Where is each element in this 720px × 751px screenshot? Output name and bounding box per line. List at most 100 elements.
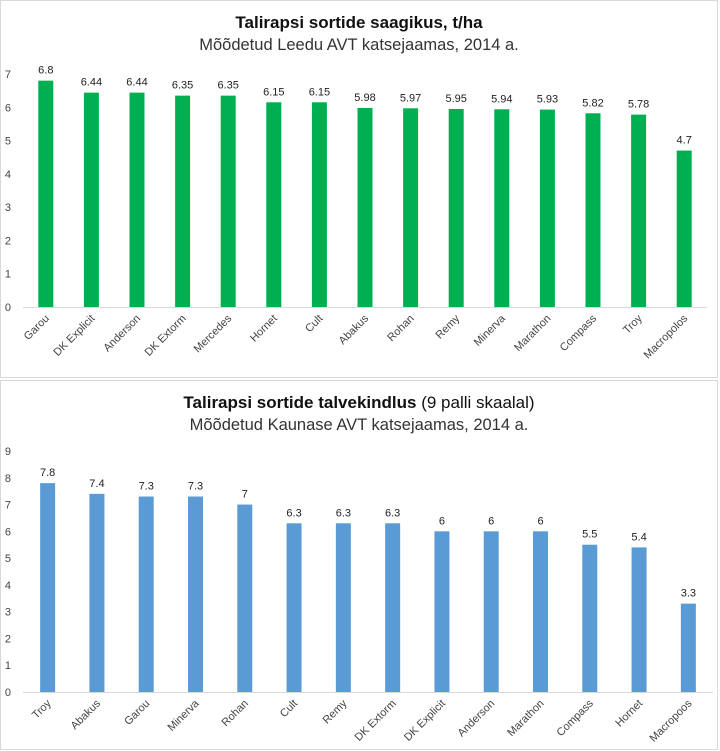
bar xyxy=(631,547,647,692)
chart-subtitle: Mõõdetud Kaunase AVT katsejaamas, 2014 a… xyxy=(189,416,529,434)
bar xyxy=(680,603,696,692)
category-label: Remy xyxy=(434,312,463,341)
bar xyxy=(539,109,555,307)
category-label: Garou xyxy=(22,313,52,343)
y-tick-label: 6 xyxy=(5,102,11,114)
category-label: Marathon xyxy=(512,313,553,354)
bar xyxy=(38,80,54,308)
category-label: DK Explicit xyxy=(402,698,448,744)
chart-title: Talirapsi sortide talvekindlus (9 palli … xyxy=(1,393,717,413)
data-label: 5.94 xyxy=(491,93,512,105)
bar xyxy=(129,92,145,307)
category-label: Hornet xyxy=(248,313,280,345)
category-label: Mercedes xyxy=(192,312,235,355)
bar xyxy=(631,114,647,307)
bar xyxy=(266,102,282,308)
category-label: Troy xyxy=(30,697,54,721)
bar xyxy=(311,102,327,308)
category-label: Troy xyxy=(621,312,645,336)
chart-title-rest: (9 palli skaalal) xyxy=(416,393,535,412)
category-label: Remy xyxy=(321,697,350,726)
y-tick-label: 7 xyxy=(5,69,11,81)
bar xyxy=(220,95,236,307)
bar xyxy=(582,544,598,692)
category-label: Garou xyxy=(122,698,152,728)
bar xyxy=(448,108,464,307)
bar xyxy=(188,496,203,692)
bar xyxy=(89,493,105,692)
bar xyxy=(385,523,401,692)
bar xyxy=(138,496,154,692)
category-label: DK Extorm xyxy=(143,313,189,359)
category-label: Hornet xyxy=(613,698,645,730)
data-label: 5.93 xyxy=(537,94,558,106)
bar xyxy=(237,504,253,692)
category-label: Macropoos xyxy=(648,697,695,744)
category-label: Rohan xyxy=(385,313,416,344)
chart-subtitle: Mõõdetud Leedu AVT katsejaamas, 2014 a. xyxy=(199,36,519,54)
data-label: 4.7 xyxy=(677,135,692,147)
chart-panel-winter-hardiness: Talirapsi sortide talvekindlus (9 palli … xyxy=(0,380,718,750)
winter-hardiness-bar-chart: 0 1 2 3 4 5 6 7 8 9 7.8 Troy 7.4 Abakus 7.3 Garou 7.3 Min… xyxy=(5,446,713,745)
data-label: 6.3 xyxy=(385,507,400,519)
category-label: Anderson xyxy=(456,698,498,740)
category-label: Rohan xyxy=(219,698,250,729)
chart-title: Talirapsi sortide saagikus, t/ha xyxy=(235,13,483,32)
bar xyxy=(483,531,499,692)
bar xyxy=(494,109,510,307)
bar xyxy=(40,483,56,692)
bar xyxy=(335,523,351,692)
bar xyxy=(585,113,601,307)
y-tick-label: 3 xyxy=(5,202,11,214)
data-label: 3.3 xyxy=(681,588,696,600)
data-label: 6 xyxy=(537,515,543,527)
category-label: DK Extorm xyxy=(353,698,399,744)
category-label: Cult xyxy=(278,698,300,720)
y-tick-label: 1 xyxy=(5,660,11,672)
data-label: 5.95 xyxy=(445,93,466,105)
y-tick-label: 4 xyxy=(5,169,11,181)
category-label: Anderson xyxy=(101,313,143,355)
data-label: 7 xyxy=(242,489,248,501)
y-tick-label: 8 xyxy=(5,473,11,485)
data-label: 6.8 xyxy=(38,65,53,77)
bar xyxy=(83,92,99,307)
y-tick-label: 9 xyxy=(5,446,11,458)
category-label: DK Explicit xyxy=(51,313,97,359)
bar xyxy=(286,523,302,692)
data-label: 6.15 xyxy=(263,86,284,98)
data-label: 5.5 xyxy=(582,529,597,541)
bar xyxy=(357,107,373,307)
data-label: 7.4 xyxy=(89,478,104,490)
category-label: Marathon xyxy=(505,698,546,739)
y-tick-label: 3 xyxy=(5,607,11,619)
data-label: 6 xyxy=(439,515,445,527)
y-tick-label: 6 xyxy=(5,526,11,538)
data-label: 6.44 xyxy=(126,77,147,89)
data-label: 7.3 xyxy=(139,481,154,493)
category-label: Compass xyxy=(555,697,597,739)
chart-panel-yield: Talirapsi sortide saagikus, t/ha Mõõdetu… xyxy=(0,0,718,378)
y-tick-label: 0 xyxy=(5,687,11,699)
category-label: Abakus xyxy=(69,697,104,732)
category-label: Minerva xyxy=(165,697,202,734)
data-label: 6.3 xyxy=(286,507,301,519)
category-label: Macropolos xyxy=(642,312,691,361)
data-label: 7.8 xyxy=(40,467,55,479)
data-label: 5.97 xyxy=(400,92,421,104)
bar xyxy=(533,531,548,692)
data-label: 6.35 xyxy=(217,80,238,92)
data-label: 6 xyxy=(488,515,494,527)
category-label: Compass xyxy=(558,312,600,354)
y-tick-label: 2 xyxy=(5,235,11,247)
bar xyxy=(175,95,191,307)
data-label: 7.3 xyxy=(188,481,203,493)
data-label: 5.98 xyxy=(354,92,375,104)
data-label: 5.4 xyxy=(631,531,646,543)
yield-bar-chart: 0 1 2 3 4 5 6 7 6.8 Garou 6.44 DK Explicit 6.44 Ander… xyxy=(5,65,707,361)
data-label: 6.35 xyxy=(172,80,193,92)
y-tick-label: 5 xyxy=(5,136,11,148)
bar xyxy=(676,150,692,307)
y-tick-label: 0 xyxy=(5,302,11,314)
bar xyxy=(434,531,450,692)
